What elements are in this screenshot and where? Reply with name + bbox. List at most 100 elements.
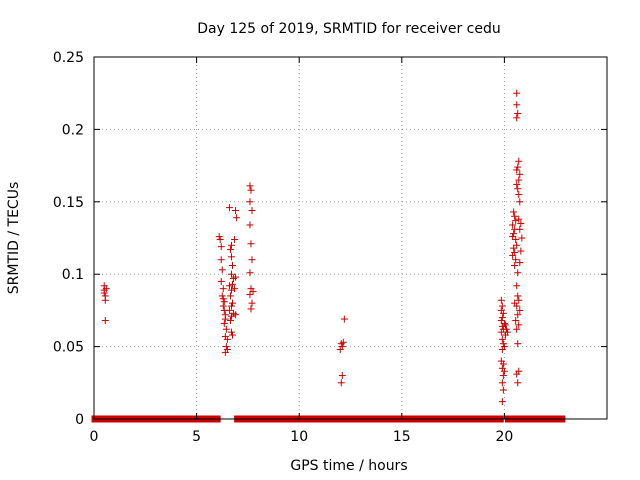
data-point <box>511 299 519 307</box>
data-point <box>101 296 109 304</box>
y-tick-label: 0.2 <box>62 122 84 138</box>
data-point <box>514 292 522 300</box>
data-point <box>225 306 233 314</box>
data-point <box>513 370 521 378</box>
data-point <box>511 212 519 220</box>
data-point <box>503 328 511 336</box>
data-point <box>517 247 525 255</box>
data-point <box>232 311 240 319</box>
data-points <box>100 89 526 406</box>
y-axis-ticks: 0 0.05 0.1 0.15 0.2 0.25 <box>53 50 607 428</box>
data-point <box>515 296 523 304</box>
data-point <box>226 292 234 300</box>
data-point <box>216 235 224 243</box>
data-point <box>514 109 522 117</box>
data-point <box>498 302 506 310</box>
data-point <box>516 170 524 178</box>
data-point <box>233 214 241 222</box>
data-point <box>226 246 234 254</box>
data-point <box>217 277 225 285</box>
data-point <box>512 256 520 264</box>
data-point <box>219 295 227 303</box>
data-point <box>512 317 520 325</box>
data-point <box>231 285 239 293</box>
data-point <box>227 286 235 294</box>
data-point <box>227 328 235 336</box>
data-point <box>515 176 523 184</box>
x-tick-label: 0 <box>90 429 99 445</box>
x-tick-label: 15 <box>393 429 411 445</box>
data-point <box>248 206 256 214</box>
data-point <box>514 311 522 319</box>
data-point <box>513 114 521 122</box>
data-point <box>509 221 517 229</box>
data-point <box>509 233 517 241</box>
data-point <box>513 325 521 333</box>
data-point <box>227 253 235 261</box>
data-point <box>499 309 507 317</box>
data-point <box>217 256 225 264</box>
data-point <box>499 386 507 394</box>
data-point <box>227 270 235 278</box>
data-point <box>512 235 520 243</box>
data-point <box>337 379 345 387</box>
data-point <box>497 296 505 304</box>
x-axis-label: GPS time / hours <box>290 458 407 474</box>
data-point <box>513 101 521 109</box>
data-point <box>229 331 237 339</box>
data-point <box>499 372 507 380</box>
data-point <box>513 166 521 174</box>
data-point <box>248 299 256 307</box>
data-point <box>514 163 522 171</box>
y-tick-label: 0.05 <box>53 340 84 356</box>
x-tick-label: 5 <box>192 429 201 445</box>
data-point <box>226 317 234 325</box>
data-point <box>229 280 237 288</box>
data-point <box>217 243 225 251</box>
plot-frame <box>93 56 608 420</box>
data-point <box>515 321 523 329</box>
data-point <box>340 315 348 323</box>
data-point <box>247 240 255 248</box>
data-point <box>498 345 506 353</box>
data-point <box>514 340 522 348</box>
data-point <box>227 302 235 310</box>
data-point <box>514 185 522 193</box>
data-point <box>223 345 231 353</box>
data-point <box>513 180 521 188</box>
data-point <box>514 379 522 387</box>
data-point <box>510 230 518 238</box>
data-point <box>516 259 524 267</box>
data-point <box>500 367 508 375</box>
y-tick-label: 0.25 <box>53 50 84 66</box>
data-point <box>514 269 522 277</box>
data-point <box>229 262 237 270</box>
data-point <box>225 282 233 290</box>
y-tick-label: 0.1 <box>62 267 84 283</box>
data-point <box>247 186 255 194</box>
data-point <box>222 343 230 351</box>
data-point <box>100 289 108 297</box>
data-point <box>513 241 521 249</box>
data-point <box>517 220 525 228</box>
data-point <box>515 157 523 165</box>
data-point <box>509 251 517 259</box>
data-point <box>511 262 519 270</box>
data-point <box>501 321 509 329</box>
data-point <box>502 325 510 333</box>
data-point <box>102 285 110 293</box>
data-point <box>515 215 523 223</box>
data-point <box>249 288 257 296</box>
x-tick-label: 20 <box>495 429 513 445</box>
data-point <box>215 233 223 241</box>
data-point <box>232 206 240 214</box>
data-point <box>513 89 521 97</box>
data-point <box>227 312 235 320</box>
grid-lines <box>94 57 607 419</box>
data-point <box>220 298 228 306</box>
data-point <box>227 241 235 249</box>
data-point <box>510 208 518 216</box>
data-point <box>222 325 230 333</box>
data-point <box>516 198 524 206</box>
data-point <box>516 306 524 314</box>
